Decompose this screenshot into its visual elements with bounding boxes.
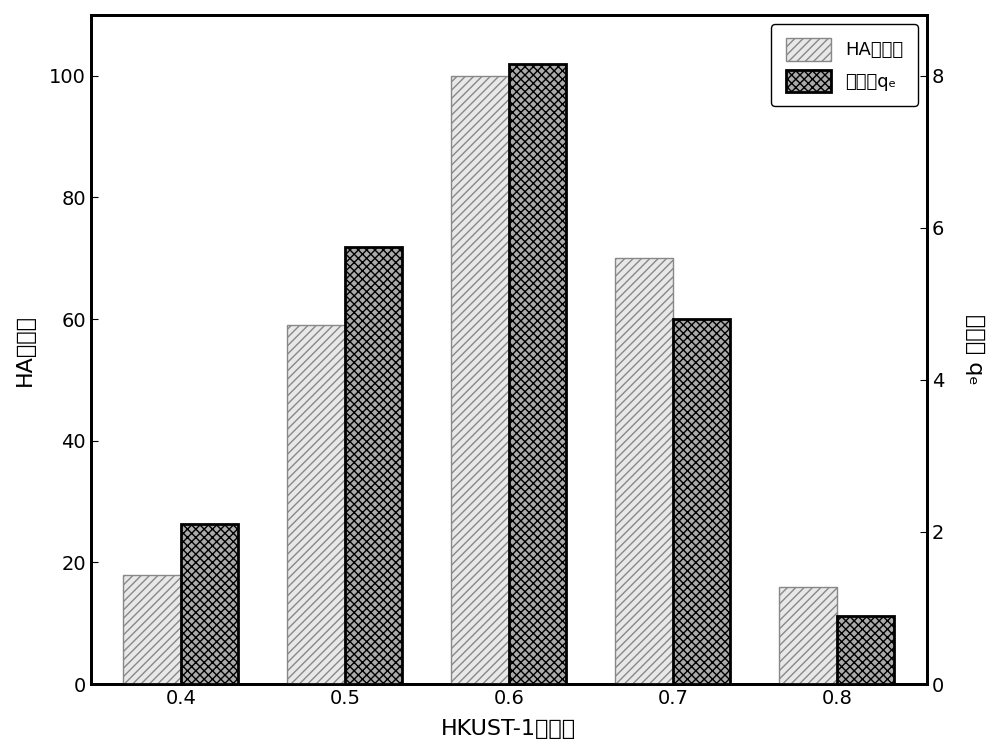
X-axis label: HKUST-1投加量: HKUST-1投加量 [441, 719, 576, 739]
Legend: HA去除率, 吸附量qₑ: HA去除率, 吸附量qₑ [771, 24, 918, 106]
Bar [837, 615, 894, 684]
Bar [779, 587, 837, 684]
Y-axis label: HA去除率: HA去除率 [15, 314, 35, 385]
Bar [287, 325, 345, 684]
Bar [181, 524, 238, 684]
Bar [673, 319, 730, 684]
Bar [615, 259, 673, 684]
Bar [123, 575, 181, 684]
Bar [345, 247, 402, 684]
Y-axis label: 吸附量 qₑ: 吸附量 qₑ [965, 314, 985, 385]
Bar [509, 64, 566, 684]
Bar [451, 76, 509, 684]
